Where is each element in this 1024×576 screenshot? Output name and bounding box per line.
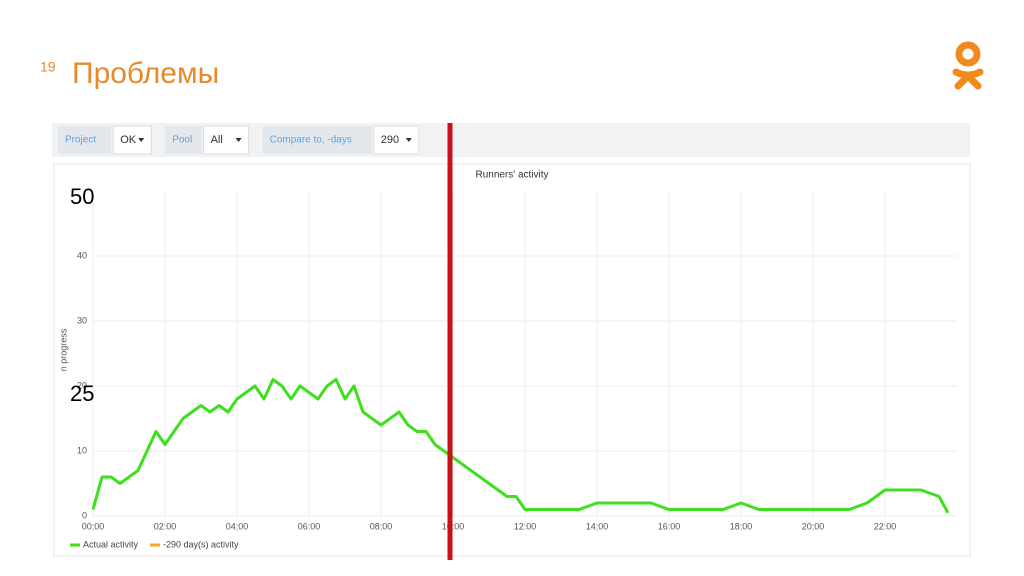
x-tick-label: 02:00: [154, 521, 177, 531]
x-tick-label: 16:00: [658, 521, 681, 531]
toolbar-label-box: [262, 126, 372, 154]
slide-number: 19: [40, 59, 56, 75]
x-tick-label: 10:00: [442, 521, 465, 531]
x-tick-label: 00:00: [82, 521, 105, 531]
x-tick-label: 06:00: [298, 521, 321, 531]
legend-label: Actual activity: [83, 539, 139, 549]
toolbar-label: Compare to, -days: [270, 135, 352, 146]
y-axis-label: n progress: [58, 328, 68, 371]
toolbar-dropdown[interactable]: [203, 125, 250, 155]
x-tick-label: 14:00: [586, 521, 609, 531]
toolbar-value: 290: [381, 134, 399, 146]
x-tick-label: 22:00: [874, 521, 897, 531]
chart-title: Runners' activity: [475, 170, 548, 181]
y-tick-label: 0: [82, 510, 87, 520]
y-tick-label: 10: [77, 445, 87, 455]
toolbar-dropdown[interactable]: [373, 125, 420, 155]
x-tick-label: 18:00: [730, 521, 753, 531]
x-tick-label: 08:00: [370, 521, 393, 531]
logo-ring: [955, 41, 981, 67]
plot: 0 10 20 30 40 00:00 02:00 04:00 06:00 08:00 10:00 1…: [77, 191, 957, 531]
overlay-label: 50: [70, 184, 94, 209]
dropdown-caret: [235, 138, 242, 142]
toolbar-label: Project: [65, 135, 96, 146]
y-tick-label: 20: [77, 380, 87, 390]
slide-title: Проблемы: [72, 57, 219, 90]
toolbar-value: OK: [120, 134, 137, 146]
dropdown-caret: [138, 138, 145, 142]
logo: [952, 41, 984, 90]
x-tick-label: 04:00: [226, 521, 249, 531]
chart-panel: [53, 163, 971, 557]
overlay-label: 25: [70, 381, 94, 406]
toolbar-label: Pool: [172, 135, 192, 146]
toolbar-dropdown[interactable]: [112, 125, 152, 155]
x-tick-label: 12:00: [514, 521, 537, 531]
logo-legs: [952, 68, 984, 90]
legend-label: -290 day(s) activity: [163, 539, 239, 549]
x-tick-label: 20:00: [802, 521, 825, 531]
y-tick-label: 40: [77, 250, 87, 260]
toolbar-value: All: [211, 134, 223, 146]
y-tick-label: 30: [77, 315, 87, 325]
series-line: [91, 378, 950, 514]
toolbar-label-box: [58, 126, 112, 154]
toolbar-label-box: [165, 126, 202, 154]
dropdown-caret: [405, 138, 412, 142]
